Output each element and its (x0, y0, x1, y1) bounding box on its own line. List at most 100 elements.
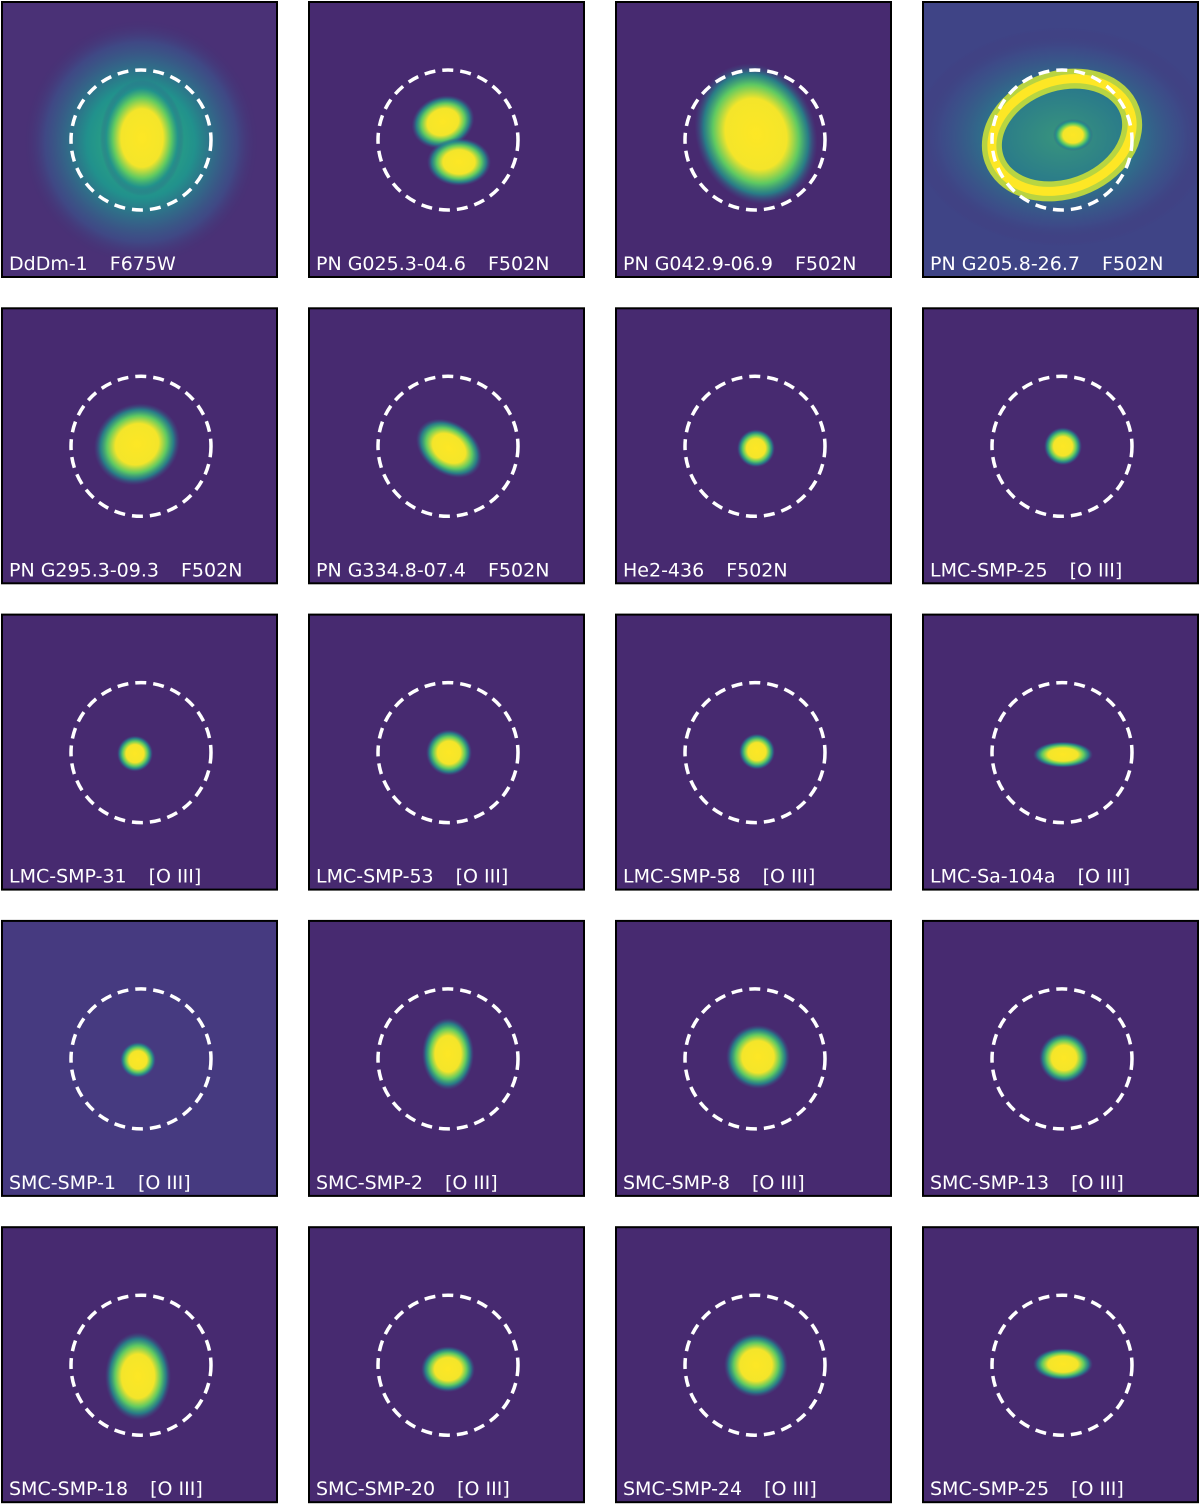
nebula (105, 1332, 171, 1421)
filter-name: F675W (110, 253, 176, 275)
frame (308, 919, 585, 1197)
nebula (1033, 1348, 1093, 1381)
object-name: SMC-SMP-20 (316, 1478, 435, 1500)
object-name: LMC-Sa-104a (930, 866, 1056, 888)
frame (922, 919, 1199, 1197)
filter-name: [O III] (457, 1478, 510, 1500)
object-name: DdDm-1 (9, 253, 88, 275)
image (309, 920, 584, 1196)
image (923, 614, 1198, 890)
panel-label: SMC-SMP-20 [O III] (316, 1478, 510, 1500)
image (923, 920, 1198, 1196)
image (309, 2, 584, 277)
aperture (376, 374, 520, 519)
panel-label: SMC-SMP-25 [O III] (930, 1478, 1124, 1500)
panel-label: SMC-SMP-8 [O III] (623, 1172, 805, 1194)
filter-name: [O III] (1070, 559, 1123, 581)
nebula (1033, 741, 1093, 768)
object-name: LMC-SMP-58 (623, 866, 741, 888)
nebula (117, 735, 153, 772)
nebula (694, 63, 818, 205)
frame (1, 919, 278, 1197)
object-name: PN G205.8-26.7 (930, 253, 1080, 275)
aperture (376, 680, 520, 825)
panel-label: SMC-SMP-1 [O III] (9, 1172, 191, 1194)
panel-label: SMC-SMP-24 [O III] (623, 1478, 817, 1500)
nebula (415, 418, 483, 478)
panel: DdDm-1 F675W (1, 1, 278, 278)
panel-label: PN G205.8-26.7 F502N (930, 253, 1163, 275)
nebula (421, 1346, 475, 1393)
object-name: PN G334.8-07.4 (316, 559, 466, 581)
aperture (990, 374, 1134, 519)
filter-name: [O III] (1078, 866, 1131, 888)
filter-name: [O III] (445, 1172, 498, 1194)
object-name: PN G025.3-04.6 (316, 253, 466, 275)
panel: PN G295.3-09.3 F502N (1, 307, 278, 585)
filter-name: [O III] (1071, 1478, 1124, 1500)
aperture (683, 680, 827, 825)
object-name: PN G295.3-09.3 (9, 559, 159, 581)
aperture (990, 1293, 1134, 1437)
object-name: SMC-SMP-18 (9, 1478, 128, 1500)
panel-label: LMC-SMP-53 [O III] (316, 866, 508, 888)
nebula (737, 429, 775, 468)
nebula (726, 1024, 790, 1089)
frame (308, 613, 585, 891)
object-name: SMC-SMP-25 (930, 1478, 1049, 1500)
filter-name: [O III] (138, 1172, 191, 1194)
filter-name: F502N (488, 253, 549, 275)
image (309, 614, 584, 890)
frame (615, 919, 892, 1197)
image (309, 1227, 584, 1503)
panel: SMC-SMP-25 [O III] (922, 1226, 1199, 1504)
filter-name: [O III] (456, 866, 509, 888)
panel: SMC-SMP-13 [O III] (922, 919, 1199, 1197)
aperture (376, 68, 520, 212)
frame (308, 307, 585, 585)
frame (615, 613, 892, 891)
aperture (683, 987, 827, 1131)
panel: LMC-SMP-31 [O III] (1, 613, 278, 891)
panel: PN G205.8-26.7 F502N (922, 1, 1199, 278)
frame (1, 1226, 278, 1504)
panel-label: PN G295.3-09.3 F502N (9, 559, 242, 581)
panel: PN G042.9-06.9 F502N (615, 1, 892, 278)
filter-name: [O III] (149, 866, 202, 888)
aperture (683, 68, 827, 212)
nebula (739, 733, 775, 770)
image (616, 614, 891, 890)
panel-label: LMC-SMP-58 [O III] (623, 866, 815, 888)
frame (615, 1, 892, 278)
panel-label: SMC-SMP-2 [O III] (316, 1172, 498, 1194)
filter-name: [O III] (752, 1172, 805, 1194)
panel-label: PN G025.3-04.6 F502N (316, 253, 549, 275)
panel: SMC-SMP-20 [O III] (308, 1226, 585, 1504)
image (2, 614, 277, 890)
panel: He2-436 F502N (615, 307, 892, 585)
object-name: SMC-SMP-2 (316, 1172, 423, 1194)
frame (1, 613, 278, 891)
aperture (376, 987, 520, 1131)
panel-label: SMC-SMP-18 [O III] (9, 1478, 203, 1500)
filter-name: F502N (795, 253, 856, 275)
image (923, 2, 1198, 277)
nebula (120, 1041, 156, 1078)
filter-name: [O III] (1071, 1172, 1124, 1194)
object-name: LMC-SMP-53 (316, 866, 434, 888)
panel: LMC-SMP-58 [O III] (615, 613, 892, 891)
nebula (724, 1333, 788, 1398)
object-name: SMC-SMP-24 (623, 1478, 742, 1500)
frame (308, 1226, 585, 1504)
frame (922, 307, 1199, 585)
aperture (69, 68, 213, 212)
panel: SMC-SMP-2 [O III] (308, 919, 585, 1197)
object-name: LMC-SMP-31 (9, 866, 127, 888)
aperture (990, 987, 1134, 1131)
panel: LMC-SMP-53 [O III] (308, 613, 585, 891)
panel-label: He2-436 F502N (623, 559, 788, 581)
panel-label: PN G334.8-07.4 F502N (316, 559, 549, 581)
nebula (422, 1017, 474, 1090)
image (923, 308, 1198, 584)
object-name: SMC-SMP-8 (623, 1172, 730, 1194)
